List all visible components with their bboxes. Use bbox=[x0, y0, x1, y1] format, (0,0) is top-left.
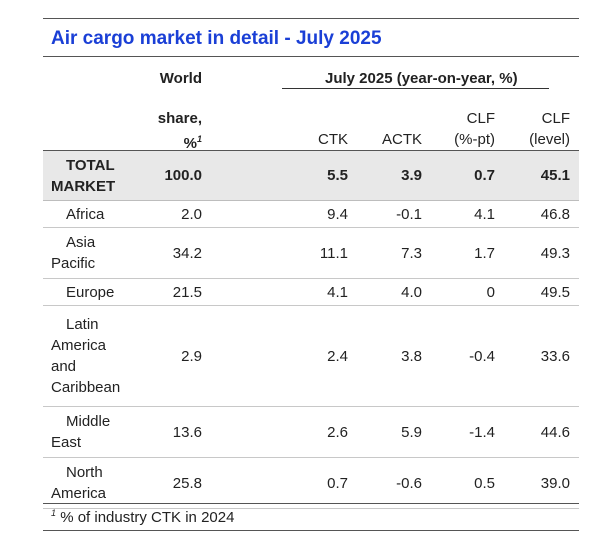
share-unit: % bbox=[183, 135, 197, 152]
region-clf-pt: 0 bbox=[422, 278, 495, 306]
region-name: North America bbox=[43, 457, 141, 509]
region-share: 2.9 bbox=[141, 305, 202, 407]
region-clf-level: 49.5 bbox=[495, 278, 570, 306]
region-name-line: Asia bbox=[66, 234, 96, 251]
table-row: Middle East 13.6 2.6 5.9 -1.4 44.6 bbox=[43, 406, 579, 458]
table-row: North America 25.8 0.7 -0.6 0.5 39.0 bbox=[43, 457, 579, 509]
region-name-line: Africa bbox=[66, 205, 105, 223]
row-pad bbox=[570, 305, 579, 407]
region-actk: 5.9 bbox=[348, 406, 422, 458]
total-ctk: 5.5 bbox=[202, 151, 348, 201]
row-pad bbox=[570, 227, 579, 279]
region-actk: 3.8 bbox=[348, 305, 422, 407]
region-name-line: and bbox=[51, 358, 77, 375]
row-pad bbox=[570, 278, 579, 306]
footnote-marker: 1 bbox=[196, 134, 202, 144]
share-header: share, %1 bbox=[120, 108, 202, 154]
clf-level-header: CLF (level) bbox=[505, 108, 570, 150]
share-header-line2: %1 bbox=[120, 129, 202, 154]
region-name-line: East bbox=[51, 434, 82, 451]
region-name-line: Europe bbox=[66, 283, 115, 301]
total-share: 100.0 bbox=[141, 151, 202, 201]
region-ctk: 4.1 bbox=[202, 278, 348, 306]
clf-level-header-line2: (level) bbox=[529, 131, 570, 148]
region-name: Africa bbox=[43, 200, 141, 228]
footnote-mark: 1 bbox=[51, 508, 57, 518]
region-clf-level: 46.8 bbox=[495, 200, 570, 228]
region-share: 21.5 bbox=[141, 278, 202, 306]
total-label: TOTAL MARKET bbox=[43, 151, 141, 201]
region-share: 34.2 bbox=[141, 227, 202, 279]
region-name: Middle East bbox=[43, 406, 141, 458]
page-title: Air cargo market in detail - July 2025 bbox=[51, 28, 382, 49]
share-header-line1: share, bbox=[157, 110, 202, 127]
region-rows: Africa 2.0 9.4 -0.1 4.1 46.8 Asia Pacific 34.2 11… bbox=[43, 200, 579, 509]
region-ctk: 11.1 bbox=[202, 227, 348, 279]
world-header: World bbox=[159, 70, 202, 87]
region-name-line: Latin bbox=[66, 316, 99, 333]
row-pad bbox=[570, 200, 579, 228]
region-name-line: America bbox=[51, 485, 107, 502]
clf-level-header-line1: CLF bbox=[541, 110, 570, 127]
clf-pt-header-line2: (%-pt) bbox=[454, 131, 495, 148]
table-row: Latin America and Caribbean 2.9 2.4 3.8 -0.4 33.… bbox=[43, 305, 579, 407]
total-clf-pt: 0.7 bbox=[422, 151, 495, 201]
table-row: Africa 2.0 9.4 -0.1 4.1 46.8 bbox=[43, 200, 579, 228]
region-clf-pt: -0.4 bbox=[422, 305, 495, 407]
total-label-line2: MARKET bbox=[51, 177, 116, 195]
region-ctk: 0.7 bbox=[202, 457, 348, 509]
region-share: 13.6 bbox=[141, 406, 202, 458]
region-ctk: 2.6 bbox=[202, 406, 348, 458]
region-clf-pt: 4.1 bbox=[422, 200, 495, 228]
region-ctk: 9.4 bbox=[202, 200, 348, 228]
group-header: July 2025 (year-on-year, %) bbox=[325, 70, 518, 87]
region-name-line: Caribbean bbox=[51, 379, 121, 396]
data-table: TOTAL MARKET 100.0 5.5 3.9 0.7 45.1 Afri… bbox=[43, 151, 579, 509]
region-share: 25.8 bbox=[141, 457, 202, 509]
region-clf-level: 39.0 bbox=[495, 457, 570, 509]
region-ctk: 2.4 bbox=[202, 305, 348, 407]
footnote: 1 % of industry CTK in 2024 bbox=[51, 508, 234, 526]
region-name-line: Middle bbox=[66, 413, 111, 430]
region-name-line: America bbox=[51, 337, 107, 354]
top-rule bbox=[43, 18, 579, 19]
region-clf-pt: -1.4 bbox=[422, 406, 495, 458]
region-clf-level: 49.3 bbox=[495, 227, 570, 279]
ctk-header: CTK bbox=[318, 131, 348, 148]
region-actk: 7.3 bbox=[348, 227, 422, 279]
actk-header: ACTK bbox=[381, 131, 422, 148]
total-pad bbox=[570, 151, 579, 201]
total-clf-level: 45.1 bbox=[495, 151, 570, 201]
region-name-line: North bbox=[66, 464, 103, 481]
total-row: TOTAL MARKET 100.0 5.5 3.9 0.7 45.1 bbox=[43, 151, 579, 201]
title-rule bbox=[43, 56, 579, 57]
footnote-rule bbox=[43, 530, 579, 531]
clf-pt-header: CLF (%-pt) bbox=[430, 108, 495, 150]
clf-pt-header-line1: CLF bbox=[466, 110, 495, 127]
region-clf-pt: 0.5 bbox=[422, 457, 495, 509]
region-actk: -0.1 bbox=[348, 200, 422, 228]
region-clf-pt: 1.7 bbox=[422, 227, 495, 279]
region-name: Latin America and Caribbean bbox=[43, 305, 141, 407]
table-row: Europe 21.5 4.1 4.0 0 49.5 bbox=[43, 278, 579, 306]
region-actk: 4.0 bbox=[348, 278, 422, 306]
region-name: Asia Pacific bbox=[43, 227, 141, 279]
region-name-line: Pacific bbox=[51, 255, 96, 272]
region-actk: -0.6 bbox=[348, 457, 422, 509]
row-pad bbox=[570, 457, 579, 509]
group-rule bbox=[282, 88, 549, 89]
table-row: Asia Pacific 34.2 11.1 7.3 1.7 49.3 bbox=[43, 227, 579, 279]
region-share: 2.0 bbox=[141, 200, 202, 228]
header-rule bbox=[43, 150, 579, 151]
total-actk: 3.9 bbox=[348, 151, 422, 201]
region-clf-level: 44.6 bbox=[495, 406, 570, 458]
footnote-text: % of industry CTK in 2024 bbox=[60, 509, 235, 526]
row-pad bbox=[570, 406, 579, 458]
total-label-line1: TOTAL bbox=[66, 156, 115, 174]
bottom-rule bbox=[43, 503, 579, 504]
region-clf-level: 33.6 bbox=[495, 305, 570, 407]
region-name: Europe bbox=[43, 278, 141, 306]
